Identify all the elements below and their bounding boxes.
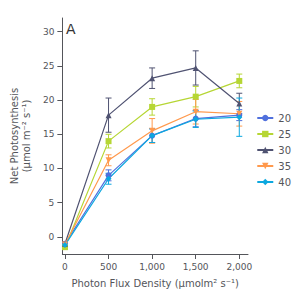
svg-text:Net Photosynthesis: Net Photosynthesis: [9, 88, 20, 184]
svg-text:30: 30: [43, 27, 55, 37]
svg-text:20: 20: [278, 113, 291, 124]
svg-text:2,000: 2,000: [226, 262, 252, 272]
svg-text:25: 25: [278, 129, 291, 140]
svg-text:Photon Flux Density (μmolm² s⁻: Photon Flux Density (μmolm² s⁻¹): [71, 278, 239, 289]
svg-text:30: 30: [278, 145, 291, 156]
svg-text:A: A: [66, 21, 76, 37]
svg-text:20: 20: [43, 95, 55, 105]
svg-text:(μmol m⁻² s⁻¹): (μmol m⁻² s⁻¹): [21, 100, 32, 173]
svg-text:35: 35: [278, 161, 291, 172]
svg-text:0: 0: [62, 262, 68, 272]
svg-text:25: 25: [43, 61, 54, 71]
svg-text:0: 0: [49, 232, 55, 242]
svg-text:40: 40: [278, 177, 291, 188]
svg-text:500: 500: [100, 262, 117, 272]
svg-text:10: 10: [43, 163, 55, 173]
svg-text:1,500: 1,500: [183, 262, 209, 272]
svg-text:5: 5: [49, 198, 55, 208]
svg-text:1,000: 1,000: [139, 262, 165, 272]
svg-text:15: 15: [43, 129, 54, 139]
